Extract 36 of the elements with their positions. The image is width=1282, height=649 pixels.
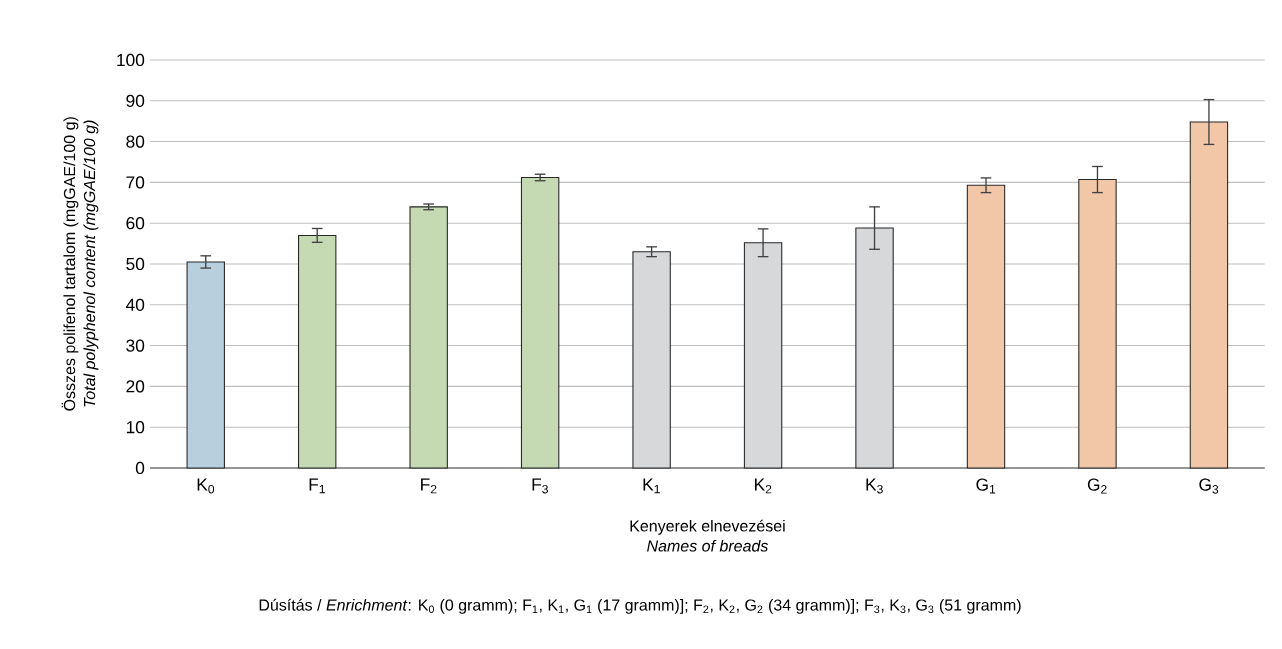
bar (298, 234, 337, 469)
bar (966, 184, 1006, 469)
x-tick-label: K$_{2}$ (755, 478, 772, 494)
x-tick-label: G$_{1}$ (976, 478, 996, 494)
x-tick-label: F$_{3}$ (532, 478, 548, 494)
text: Dúsítás / Enrichment: K$_{0}$ (0 gramm); F$_{1}$, K$_{1}$, G$_{1}$ (17 gramm)]; F$_{2}$, K$_{2}$, G$_{2}$ (34 gramm)]; F$_{3}$, K$_{3}$, G$_{3}$ (51 gramm) (259, 598, 1021, 614)
y-axis-title: Összes polifenol tartalom (mgGAE/100 g) (61, 117, 79, 411)
bar (1078, 178, 1117, 469)
x-axis-title: Kenyerek elnevezései (630, 519, 785, 535)
y-tick-label: 10 (126, 421, 145, 434)
bar (186, 261, 225, 469)
bar (409, 206, 448, 469)
bar (632, 251, 671, 469)
y-tick-label: 60 (126, 217, 145, 230)
y-tick-label: 40 (125, 298, 145, 311)
text: Names of breads (647, 539, 769, 552)
x-tick-label: K$_{1}$ (643, 478, 660, 494)
y-tick-label: 90 (126, 94, 145, 107)
bar (743, 242, 783, 469)
text: Total polyphenol content (mgGAE/100 g) (83, 120, 99, 407)
y-tick-label: 0 (135, 461, 145, 475)
x-tick-label: G$_{2}$ (1087, 478, 1107, 494)
x-tick-label: K$_{3}$ (866, 478, 883, 494)
x-tick-label: G$_{3}$ (1199, 478, 1219, 494)
x-tick-label: F$_{1}$ (309, 478, 325, 494)
bar (1189, 121, 1229, 469)
y-tick-label: 100 (117, 53, 145, 67)
y-tick-label: 80 (126, 135, 145, 148)
y-tick-label: 30 (126, 339, 145, 352)
y-tick-label: 50 (126, 257, 145, 271)
y-tick-label: 70 (126, 176, 145, 189)
bar (855, 227, 894, 469)
x-tick-label: F$_{2}$ (421, 478, 437, 494)
bar (520, 176, 560, 469)
x-tick-label: K$_{0}$ (197, 478, 215, 494)
y-tick-label: 20 (126, 380, 145, 393)
